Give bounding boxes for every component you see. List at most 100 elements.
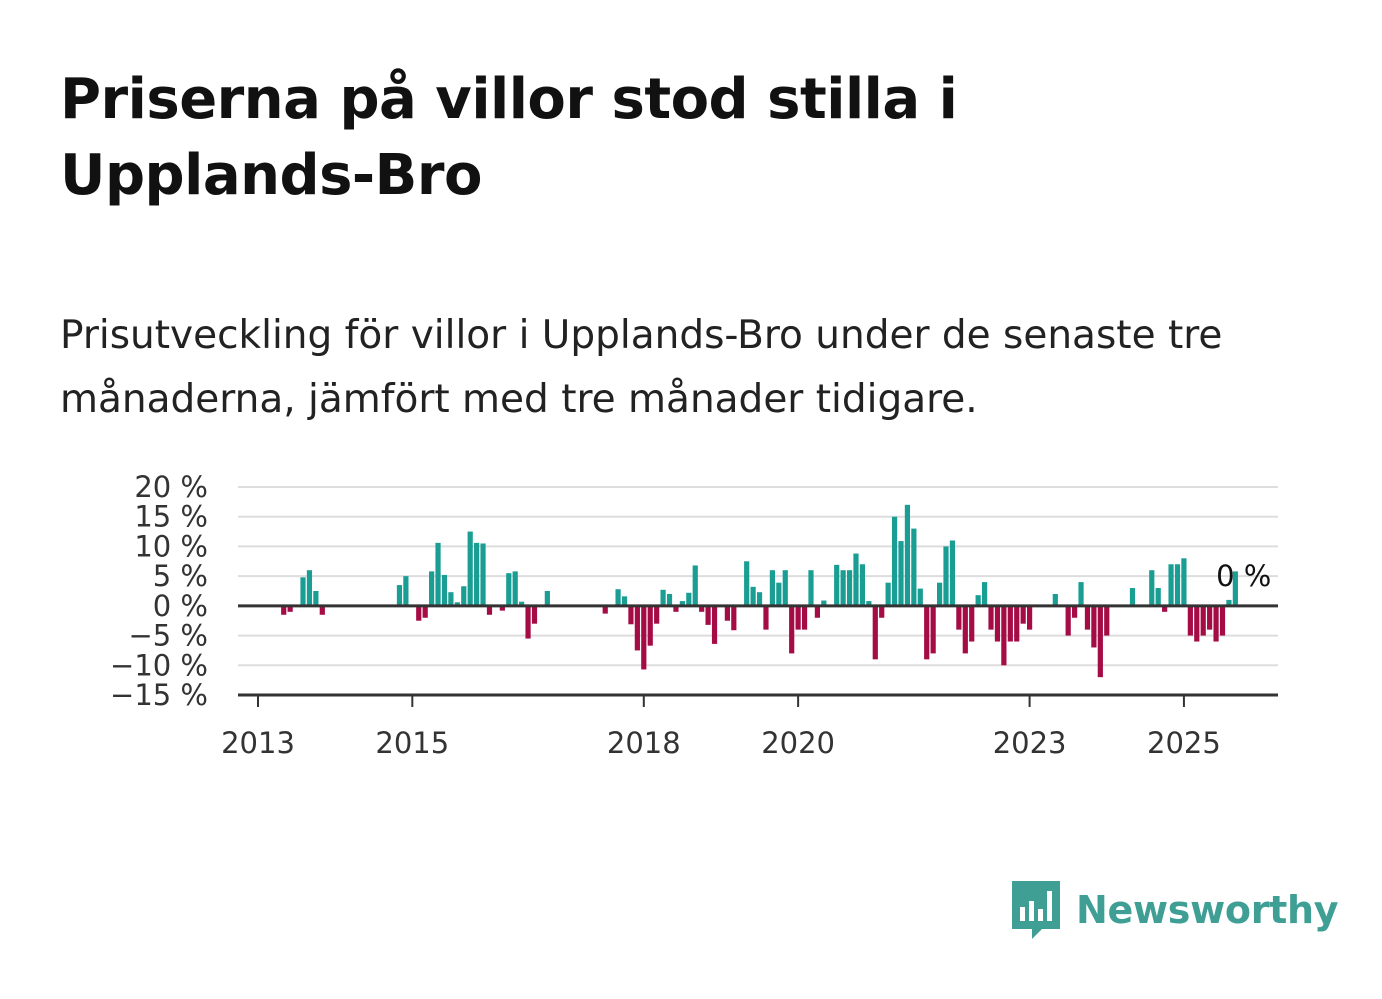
bar	[1091, 605, 1097, 648]
bar	[1213, 605, 1219, 642]
bar	[654, 605, 660, 624]
y-tick-label: 15 %	[134, 500, 208, 534]
bar	[1162, 605, 1168, 612]
bar	[930, 605, 936, 654]
bar	[782, 570, 788, 606]
x-tick-label: 2018	[607, 726, 681, 760]
bar	[396, 585, 403, 606]
bar	[840, 570, 846, 606]
bar	[1232, 571, 1238, 606]
bar	[1129, 588, 1136, 606]
bar	[846, 570, 853, 606]
chart-title: Priserna på villor stod stilla i Uppland…	[60, 67, 958, 208]
bar	[1065, 605, 1071, 636]
bar	[814, 605, 821, 618]
bar	[1226, 599, 1232, 606]
x-tick-label: 2015	[375, 726, 449, 760]
bar	[641, 605, 647, 670]
bar	[801, 605, 808, 630]
bar	[634, 605, 640, 651]
bar	[1207, 605, 1213, 630]
bar	[943, 546, 949, 606]
bar	[891, 516, 898, 606]
bar	[512, 571, 518, 606]
bar	[724, 605, 730, 621]
bar	[486, 605, 493, 615]
bar	[416, 605, 422, 621]
bar	[300, 577, 306, 606]
bar	[1149, 570, 1155, 606]
x-tick-label: 2013	[221, 726, 295, 760]
bar	[924, 605, 930, 660]
y-tick-label: 5 %	[153, 559, 208, 593]
bar	[686, 592, 692, 606]
x-tick-label: 2023	[993, 726, 1067, 760]
bar	[1027, 605, 1033, 630]
bar	[1219, 605, 1226, 636]
bar	[956, 605, 962, 630]
bar	[435, 542, 441, 606]
bar	[795, 605, 801, 630]
bar	[911, 528, 917, 606]
bar	[885, 582, 891, 606]
bar	[711, 605, 718, 644]
y-axis-labels: 20 %15 %10 %5 %0 %−5 %−10 %−15 %	[110, 470, 208, 712]
bar	[789, 605, 795, 654]
bar	[287, 605, 293, 612]
y-tick-label: 10 %	[134, 529, 208, 563]
bar	[1187, 605, 1193, 636]
bar	[1001, 605, 1007, 666]
bar	[403, 576, 409, 606]
bar	[448, 592, 454, 606]
grid-lines	[238, 486, 1278, 696]
bar	[422, 605, 428, 618]
bar	[776, 582, 782, 606]
bar	[1007, 605, 1013, 642]
bar	[1052, 593, 1058, 606]
bar	[1078, 582, 1084, 606]
y-tick-label: 20 %	[134, 470, 208, 504]
bar	[866, 601, 872, 606]
bar	[281, 605, 287, 615]
bar	[750, 586, 756, 606]
newsworthy-logo[interactable]: Newsworthy	[1010, 878, 1339, 942]
bar	[544, 591, 550, 606]
bar	[756, 592, 763, 606]
y-tick-label: −5 %	[128, 619, 208, 653]
x-tick-label: 2025	[1147, 726, 1221, 760]
bar	[1072, 605, 1078, 618]
bar	[692, 565, 698, 606]
bar	[898, 541, 904, 606]
bar	[673, 605, 679, 612]
brand-name: Newsworthy	[1076, 888, 1339, 932]
y-tick-label: −10 %	[110, 648, 208, 682]
bar	[319, 605, 325, 615]
bar	[763, 605, 769, 630]
bar	[1104, 605, 1110, 636]
bar	[917, 588, 923, 606]
bar	[519, 601, 525, 606]
bar	[467, 531, 473, 606]
bar	[731, 605, 737, 631]
bar	[904, 504, 911, 606]
chart-subtitle: Prisutveckling för villor i Upplands-Bro…	[60, 313, 1223, 422]
last-value-label: 0 %	[1216, 559, 1271, 593]
bar	[821, 600, 827, 606]
bar	[621, 596, 628, 606]
bar	[679, 601, 685, 606]
bar	[975, 595, 981, 606]
bars	[281, 504, 1238, 678]
bar	[1155, 588, 1161, 606]
y-tick-label: −15 %	[110, 678, 208, 712]
bar	[1194, 605, 1200, 642]
bar	[474, 542, 480, 606]
bar	[461, 586, 467, 606]
bar	[454, 602, 460, 606]
bar	[859, 564, 866, 606]
bar	[480, 543, 486, 606]
bar	[1168, 564, 1174, 606]
bar	[1014, 605, 1020, 642]
bar	[531, 605, 538, 624]
bar	[666, 593, 673, 606]
bar	[441, 574, 448, 606]
